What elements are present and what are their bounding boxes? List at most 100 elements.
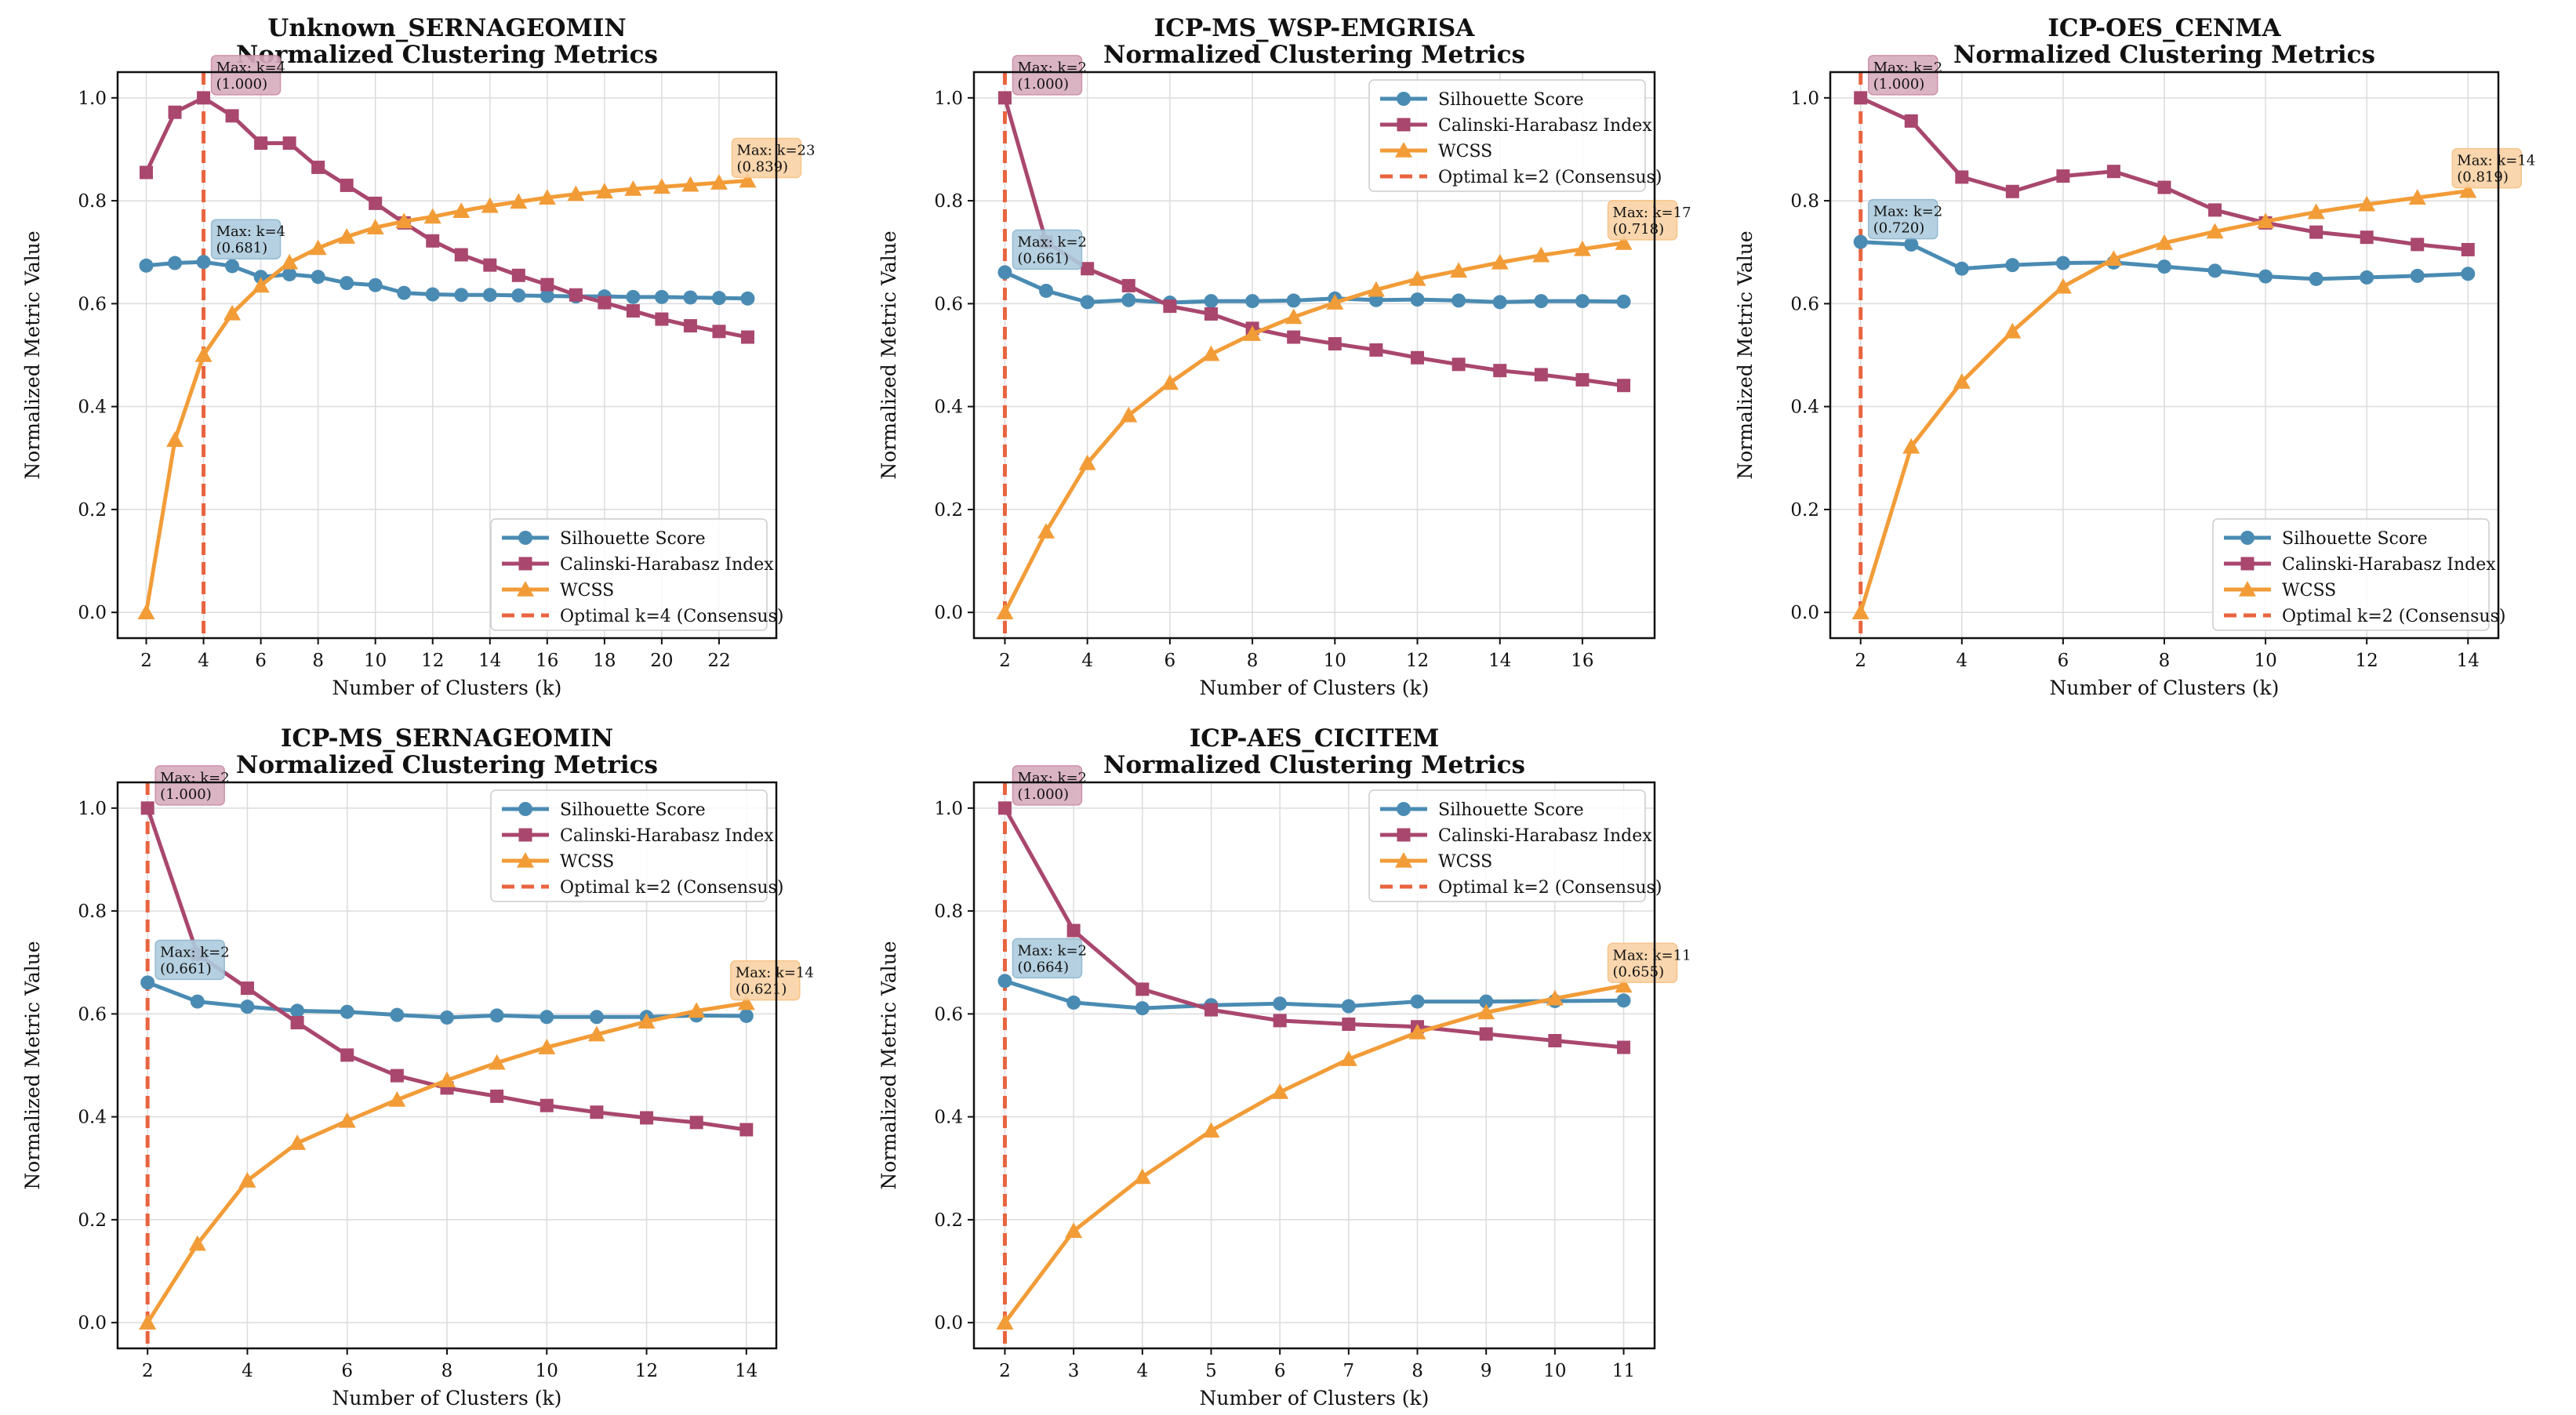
x-tick-label: 14 <box>478 651 501 671</box>
max-annotation: Max: k=2(1.000) <box>154 765 230 806</box>
silhouette-point <box>1204 294 1219 309</box>
silhouette-point <box>1616 993 1631 1008</box>
legend-label-optimal: Optimal k=2 (Consensus) <box>1438 878 1662 898</box>
wcss-point <box>1491 253 1509 270</box>
legend-marker-silhouette <box>1397 92 1411 106</box>
y-tick-label: 0.4 <box>934 397 963 418</box>
annotation-label: Max: k=14 <box>736 965 814 981</box>
silhouette-line <box>146 259 748 301</box>
silhouette-point <box>454 288 469 303</box>
silhouette-point <box>626 289 641 304</box>
x-tick-label: 4 <box>1956 651 1967 671</box>
legend-label-wcss: WCSS <box>1438 142 1492 161</box>
y-tick-label: 0.2 <box>934 500 963 521</box>
calinski-point <box>1854 91 1868 105</box>
calinski-point <box>683 319 697 333</box>
silhouette-point <box>1341 999 1356 1014</box>
annotation-box <box>2451 147 2523 189</box>
plot-frame <box>1829 71 2500 640</box>
calinski-point <box>511 268 525 282</box>
y-tick-label: 1.0 <box>934 799 963 819</box>
legend-label-wcss: WCSS <box>1438 852 1492 872</box>
wcss-point <box>1037 523 1055 539</box>
annotation-box <box>154 765 225 806</box>
annotation-value: (0.655) <box>1613 963 1665 980</box>
y-axis-label: Normalized Metric Value <box>21 941 44 1189</box>
wcss-point <box>452 202 471 219</box>
x-tick-label: 7 <box>1343 1361 1355 1381</box>
silhouette-point <box>1039 283 1054 298</box>
wcss-point <box>2156 234 2173 250</box>
silhouette-point <box>196 255 211 270</box>
y-tick-label: 0.6 <box>934 1004 963 1025</box>
calinski-point <box>2157 180 2171 194</box>
wcss-point <box>595 183 613 199</box>
wcss-point <box>223 304 242 321</box>
wcss-point <box>739 172 757 188</box>
calinski-point <box>1121 278 1135 292</box>
silhouette-point <box>589 1010 604 1025</box>
calinski-point <box>569 288 583 302</box>
calinski-point <box>1204 307 1218 321</box>
calinski-point <box>598 296 612 310</box>
y-tick-label: 0.0 <box>78 603 107 623</box>
wcss-point <box>996 1314 1014 1330</box>
max-annotation: Max: k=2(1.000) <box>1012 55 1087 96</box>
calinski-point <box>739 1123 754 1137</box>
annotation-label: Max: k=2 <box>1873 60 1943 76</box>
calinski-point <box>1411 350 1425 365</box>
annotation-value: (0.839) <box>736 158 788 175</box>
wcss-point <box>1202 1122 1220 1138</box>
silhouette-point <box>489 1008 504 1023</box>
annotation-value: (0.720) <box>1873 220 1925 237</box>
y-tick-label: 0.8 <box>934 902 963 922</box>
x-tick-label: 8 <box>1247 651 1259 671</box>
wcss-point <box>166 431 184 448</box>
legend: Silhouette Score Calinski-Harabasz Index W… <box>1368 79 1662 192</box>
annotation-box <box>1867 55 1938 96</box>
silhouette-point <box>225 259 240 274</box>
legend-marker-calinski <box>518 828 532 842</box>
wcss-point <box>388 1090 406 1107</box>
silhouette-point <box>1954 261 1969 276</box>
x-tick-label: 2 <box>140 651 152 671</box>
chart-title: Unknown_SERNAGEOMIN <box>267 14 626 42</box>
annotation-label: Max: k=2 <box>160 944 230 960</box>
silhouette-point <box>997 265 1012 280</box>
calinski-point <box>1955 170 1969 184</box>
x-tick-label: 6 <box>2058 651 2069 671</box>
annotation-label: Max: k=2 <box>1017 234 1087 250</box>
y-tick-label: 0.4 <box>934 1108 963 1128</box>
silhouette-point <box>683 290 698 305</box>
x-tick-label: 12 <box>1406 651 1429 671</box>
calinski-point <box>997 801 1012 815</box>
annotation-box <box>1012 229 1083 270</box>
wcss-point <box>710 174 728 190</box>
calinski-point <box>1066 923 1081 938</box>
calinski-point <box>1904 114 1918 128</box>
wcss-point <box>1902 437 1920 454</box>
x-tick-label: 14 <box>1488 651 1511 671</box>
annotation-label: Max: k=2 <box>1017 942 1087 959</box>
wcss-point <box>1078 454 1096 470</box>
max-annotation: Max: k=23(0.839) <box>731 137 815 179</box>
wcss-point <box>1244 325 1262 341</box>
legend: Silhouette Score Calinski-Harabasz Index W… <box>1368 789 1662 902</box>
annotation-box <box>1867 198 1938 240</box>
calinski-point <box>1369 343 1383 357</box>
silhouette-point <box>240 1000 255 1014</box>
legend-label-wcss: WCSS <box>2282 581 2336 600</box>
wcss-point <box>1133 1168 1151 1185</box>
wcss-point <box>395 212 413 229</box>
y-tick-label: 0.8 <box>1790 191 1819 212</box>
annotation-value: (1.000) <box>1017 76 1069 93</box>
legend-label-silhouette: Silhouette Score <box>560 529 706 549</box>
x-tick-label: 6 <box>255 651 267 671</box>
max-annotation: Max: k=14(0.621) <box>730 960 814 1001</box>
x-tick-label: 12 <box>2356 651 2378 671</box>
calinski-point <box>340 178 354 192</box>
silhouette-point <box>2461 267 2476 281</box>
wcss-point <box>510 193 528 209</box>
annotation-value: (0.718) <box>1613 221 1665 238</box>
